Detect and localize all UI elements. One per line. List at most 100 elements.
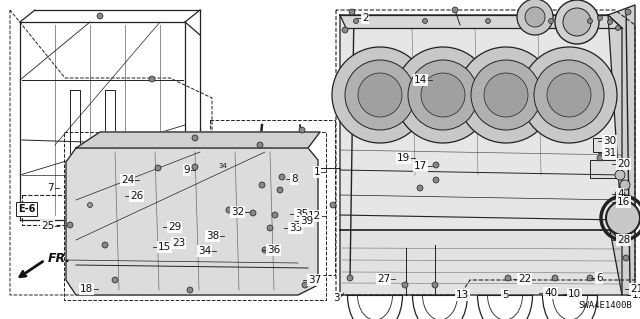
Circle shape	[187, 287, 193, 293]
Circle shape	[408, 60, 478, 130]
Circle shape	[548, 19, 554, 24]
Polygon shape	[340, 15, 622, 230]
Circle shape	[67, 222, 73, 228]
Circle shape	[484, 73, 528, 117]
Circle shape	[349, 9, 355, 15]
Circle shape	[625, 9, 631, 15]
Circle shape	[262, 247, 268, 253]
Text: 17: 17	[413, 161, 427, 171]
Text: 28: 28	[617, 235, 630, 245]
Circle shape	[402, 282, 408, 288]
Text: 7: 7	[47, 183, 54, 193]
Text: 33: 33	[289, 223, 302, 233]
Bar	[590, 160, 618, 178]
Text: 25: 25	[41, 221, 54, 231]
Circle shape	[250, 210, 256, 216]
Text: 37: 37	[308, 275, 321, 285]
Text: 38: 38	[205, 231, 219, 241]
Text: 14: 14	[413, 75, 427, 85]
Text: 24: 24	[121, 175, 134, 185]
Circle shape	[606, 201, 640, 235]
Circle shape	[433, 162, 439, 168]
Polygon shape	[275, 168, 318, 220]
Circle shape	[525, 7, 545, 27]
Circle shape	[347, 275, 353, 281]
Circle shape	[257, 142, 263, 148]
Circle shape	[587, 275, 593, 281]
Circle shape	[458, 47, 554, 143]
Circle shape	[358, 73, 402, 117]
Circle shape	[517, 0, 553, 35]
Circle shape	[299, 127, 305, 133]
Bar	[210, 120, 335, 275]
Text: 35: 35	[295, 209, 308, 219]
Text: E-6: E-6	[18, 204, 35, 214]
Text: 9: 9	[184, 165, 190, 175]
Circle shape	[620, 180, 630, 190]
Circle shape	[421, 73, 465, 117]
Circle shape	[417, 185, 423, 191]
Circle shape	[332, 47, 428, 143]
Circle shape	[422, 19, 428, 24]
Text: 26: 26	[130, 191, 143, 201]
Circle shape	[155, 165, 161, 171]
Bar	[593, 138, 615, 152]
Circle shape	[342, 27, 348, 33]
Polygon shape	[340, 230, 622, 295]
Circle shape	[607, 19, 612, 25]
Text: 16: 16	[617, 197, 630, 207]
Text: 23: 23	[172, 238, 185, 248]
Circle shape	[226, 207, 232, 213]
Text: 29: 29	[168, 222, 181, 232]
Polygon shape	[610, 220, 635, 295]
Circle shape	[615, 190, 625, 200]
Circle shape	[192, 164, 198, 170]
Circle shape	[149, 76, 155, 82]
Polygon shape	[240, 148, 302, 190]
Circle shape	[395, 47, 491, 143]
Circle shape	[433, 177, 439, 183]
Text: 2: 2	[362, 13, 369, 23]
Circle shape	[486, 19, 490, 24]
Circle shape	[615, 170, 625, 180]
Text: 30: 30	[603, 136, 616, 146]
Circle shape	[505, 275, 511, 281]
Text: 36: 36	[267, 245, 280, 255]
Text: 31: 31	[603, 148, 616, 158]
Text: 32: 32	[231, 207, 244, 217]
Circle shape	[597, 155, 603, 161]
Polygon shape	[608, 5, 635, 230]
Text: FR.: FR.	[48, 251, 71, 264]
Circle shape	[97, 13, 103, 19]
Text: 5: 5	[502, 290, 509, 300]
Text: 6: 6	[596, 273, 603, 283]
Polygon shape	[66, 148, 318, 295]
Circle shape	[192, 135, 198, 141]
Text: 34: 34	[198, 246, 211, 256]
Text: 4: 4	[617, 189, 623, 199]
Circle shape	[616, 26, 621, 31]
Circle shape	[552, 275, 558, 281]
Text: 39: 39	[300, 216, 313, 226]
Circle shape	[471, 60, 541, 130]
Text: 8: 8	[291, 174, 298, 184]
Text: 19: 19	[397, 153, 410, 163]
Bar	[215, 148, 237, 203]
Text: 1: 1	[314, 167, 320, 177]
Text: SWA4E1400B: SWA4E1400B	[579, 301, 632, 310]
Circle shape	[452, 7, 458, 13]
Text: 11: 11	[632, 290, 640, 300]
Circle shape	[588, 19, 593, 24]
Circle shape	[555, 0, 599, 44]
Circle shape	[432, 282, 438, 288]
Circle shape	[547, 73, 591, 117]
Circle shape	[330, 202, 336, 208]
Circle shape	[277, 187, 283, 193]
Polygon shape	[145, 155, 240, 182]
Text: 13: 13	[456, 290, 469, 300]
Circle shape	[345, 60, 415, 130]
Text: 18: 18	[80, 284, 93, 294]
Circle shape	[272, 212, 278, 218]
Bar	[22, 195, 82, 225]
Circle shape	[598, 16, 602, 20]
